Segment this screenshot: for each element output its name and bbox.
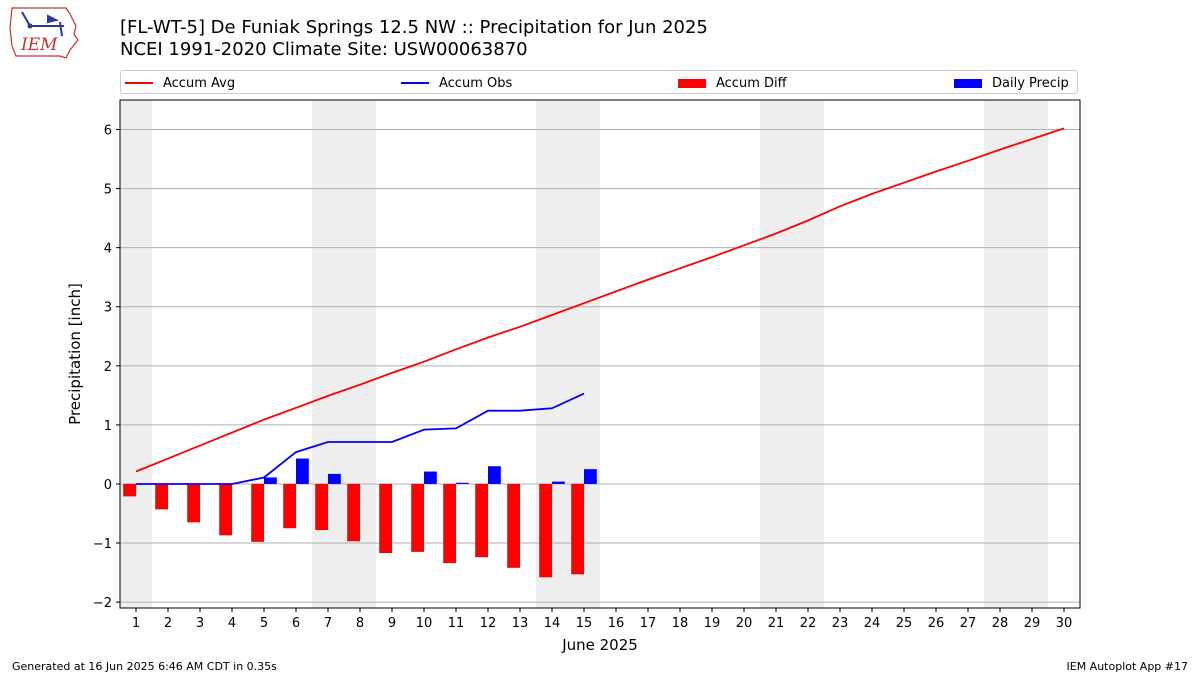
x-tick-label: 6 bbox=[292, 616, 300, 631]
lines bbox=[135, 127, 1065, 485]
grid-lines bbox=[120, 129, 1080, 603]
legend-item-daily-precip: Daily Precip bbox=[954, 75, 1069, 91]
x-tick-label: 1 bbox=[132, 616, 140, 631]
accum-diff-bar bbox=[315, 483, 328, 531]
accum-diff-bar bbox=[283, 483, 296, 529]
legend-label-accum-diff: Accum Diff bbox=[716, 75, 787, 91]
x-tick-label: 18 bbox=[672, 616, 689, 631]
legend-label-accum-avg: Accum Avg bbox=[163, 75, 236, 91]
chart-title: [FL-WT-5] De Funiak Springs 12.5 NW :: P… bbox=[120, 17, 708, 38]
x-tick-label: 3 bbox=[196, 616, 204, 631]
y-tick-label: 6 bbox=[104, 124, 112, 139]
y-tick-label: −2 bbox=[93, 596, 112, 611]
x-tick-label: 28 bbox=[992, 616, 1009, 631]
x-tick-label: 24 bbox=[864, 616, 881, 631]
weekend-band bbox=[312, 100, 376, 608]
x-tick-label: 8 bbox=[356, 616, 364, 631]
daily-precip-bar bbox=[456, 482, 469, 484]
daily-precip-bar bbox=[424, 471, 437, 484]
y-tick-label: 0 bbox=[104, 478, 112, 493]
weekend-band bbox=[760, 100, 824, 608]
x-tick-label: 20 bbox=[736, 616, 753, 631]
accum-diff-bar bbox=[187, 483, 200, 523]
weekend-band bbox=[984, 100, 1048, 608]
y-tick-label: 1 bbox=[104, 419, 112, 434]
legend-label-accum-obs: Accum Obs bbox=[439, 75, 513, 91]
x-tick-label: 21 bbox=[768, 616, 785, 631]
accum-diff-bar bbox=[411, 483, 424, 552]
y-tick-label: 3 bbox=[104, 301, 112, 316]
accum-diff-bar bbox=[155, 483, 168, 510]
anemometer-icon bbox=[27, 23, 33, 29]
x-tick-label: 10 bbox=[416, 616, 433, 631]
accum-diff-bar bbox=[539, 483, 552, 578]
x-axis-label: June 2025 bbox=[561, 636, 638, 654]
legend: Accum Avg Accum Obs Accum Diff Daily Pre… bbox=[120, 70, 1078, 94]
accum-diff-bar bbox=[571, 483, 584, 575]
legend-swatch-accum-obs bbox=[401, 82, 429, 84]
daily-precip-bar bbox=[552, 481, 565, 484]
accum-diff-bar bbox=[347, 483, 360, 542]
logo-text: IEM bbox=[20, 35, 58, 55]
accum-avg-line bbox=[135, 127, 1065, 473]
chart-subtitle: NCEI 1991-2020 Climate Site: USW00063870 bbox=[120, 39, 528, 60]
daily-precip-bar bbox=[264, 477, 277, 484]
y-axis-label: Precipitation [inch] bbox=[66, 283, 84, 425]
y-tick-label: 5 bbox=[104, 183, 112, 198]
legend-swatch-daily-precip bbox=[954, 78, 982, 88]
x-tick-label: 29 bbox=[1024, 616, 1041, 631]
accum-diff-bar bbox=[123, 483, 136, 497]
x-tick-label: 15 bbox=[576, 616, 593, 631]
x-tick-label: 30 bbox=[1056, 616, 1073, 631]
x-tick-label: 5 bbox=[260, 616, 268, 631]
daily-precip-bar bbox=[328, 473, 341, 484]
plot-frame bbox=[119, 99, 1081, 609]
footer-app-label: IEM Autoplot App #17 bbox=[1066, 660, 1189, 673]
x-tick-label: 13 bbox=[512, 616, 529, 631]
axes: 1 2 3 4 5 6 7 8 9 10 11 12 13 14 15 16 17 18 19 20 21 22 23 24 2… bbox=[93, 124, 1072, 631]
x-tick-label: 11 bbox=[448, 616, 465, 631]
x-tick-label: 26 bbox=[928, 616, 945, 631]
x-tick-label: 27 bbox=[960, 616, 977, 631]
x-tick-label: 17 bbox=[640, 616, 657, 631]
legend-swatch-accum-avg bbox=[125, 82, 153, 84]
bars bbox=[123, 458, 597, 578]
x-tick-label: 19 bbox=[704, 616, 721, 631]
accum-diff-bar bbox=[475, 483, 488, 558]
x-tick-label: 7 bbox=[324, 616, 332, 631]
accum-diff-bar bbox=[443, 483, 456, 564]
weekend-shading bbox=[120, 100, 1048, 608]
accum-diff-bar bbox=[251, 483, 264, 542]
x-tick-label: 4 bbox=[228, 616, 236, 631]
weekend-band bbox=[536, 100, 600, 608]
daily-precip-bar bbox=[296, 458, 309, 484]
legend-item-accum-diff: Accum Diff bbox=[678, 75, 787, 91]
accum-diff-bar bbox=[219, 483, 232, 536]
weekend-band bbox=[120, 100, 152, 608]
accum-obs-line bbox=[136, 392, 585, 485]
y-tick-label: 4 bbox=[104, 242, 112, 257]
x-tick-label: 22 bbox=[800, 616, 817, 631]
legend-item-accum-avg: Accum Avg bbox=[125, 75, 235, 91]
x-tick-label: 9 bbox=[388, 616, 396, 631]
daily-precip-bar bbox=[488, 466, 501, 484]
accum-diff-bar bbox=[507, 483, 520, 568]
x-tick-label: 23 bbox=[832, 616, 849, 631]
legend-swatch-accum-diff bbox=[678, 78, 706, 88]
y-tick-label: 2 bbox=[104, 360, 112, 375]
legend-item-accum-obs: Accum Obs bbox=[401, 75, 512, 91]
daily-precip-bar bbox=[584, 469, 597, 484]
x-tick-label: 16 bbox=[608, 616, 625, 631]
footer-generated-text: Generated at 16 Jun 2025 6:46 AM CDT in … bbox=[12, 660, 277, 673]
iem-logo: IEM bbox=[9, 7, 79, 59]
x-tick-label: 14 bbox=[544, 616, 561, 631]
legend-label-daily-precip: Daily Precip bbox=[992, 75, 1069, 91]
x-tick-label: 2 bbox=[164, 616, 172, 631]
y-tick-label: −1 bbox=[93, 537, 112, 552]
x-tick-label: 25 bbox=[896, 616, 913, 631]
accum-diff-bar bbox=[379, 483, 392, 554]
weather-station-icon bbox=[21, 11, 64, 37]
x-tick-label: 12 bbox=[480, 616, 497, 631]
